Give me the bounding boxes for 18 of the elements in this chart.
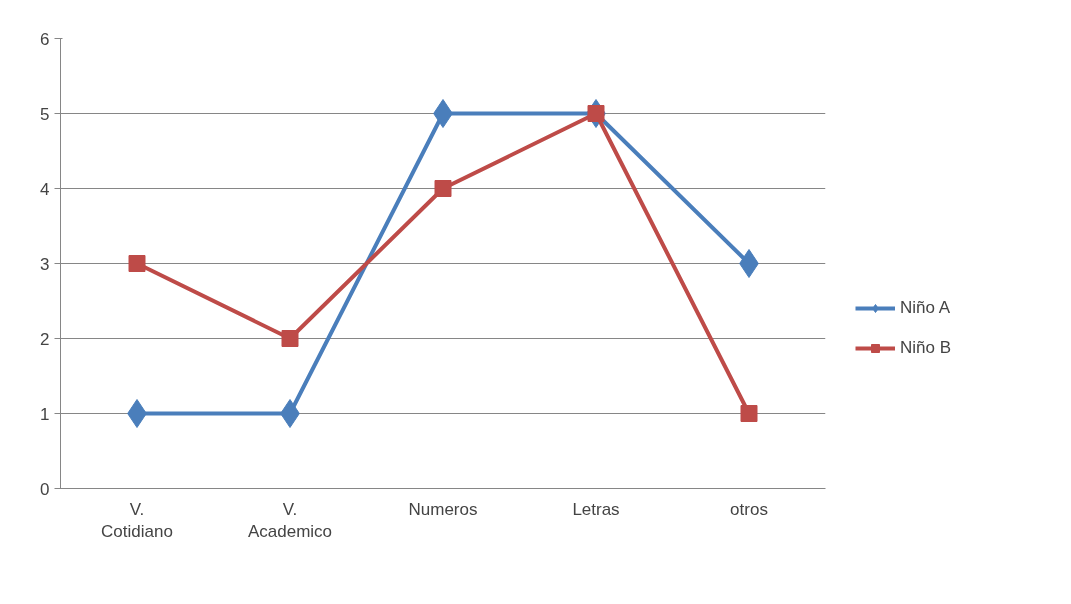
y-tick-label: 1: [40, 404, 50, 424]
y-tick-label: 0: [40, 479, 50, 499]
y-tick-label: 6: [40, 29, 50, 49]
y-tick-label: 5: [40, 104, 50, 124]
point: [434, 180, 452, 197]
x-tick-label: V. Academico: [247, 499, 333, 542]
legend-label: Niño A: [900, 298, 951, 318]
y-tick-label: 2: [40, 329, 50, 349]
x-tick-label: otros: [730, 499, 768, 519]
x-tick-label: Numeros: [408, 499, 478, 519]
y-tick-label: 3: [40, 254, 50, 274]
x-tick-label: V. Cotidiano: [101, 499, 173, 542]
y-tick-label: 4: [40, 179, 50, 199]
point: [281, 330, 299, 347]
x-tick-label: Letras: [572, 499, 620, 519]
legend-label: Niño B: [900, 338, 952, 358]
point: [740, 405, 758, 422]
point: [128, 255, 146, 272]
